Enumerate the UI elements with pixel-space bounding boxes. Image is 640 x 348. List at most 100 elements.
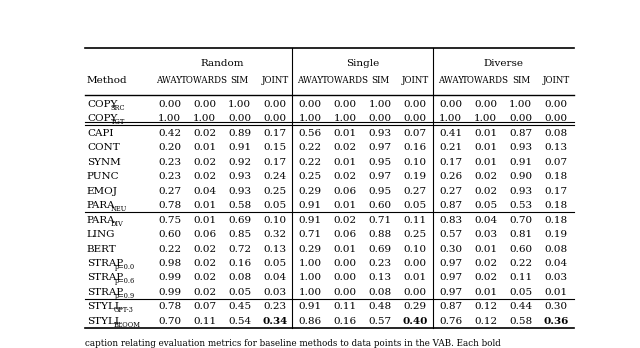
Text: 1.00: 1.00 bbox=[474, 114, 497, 123]
Text: 0.98: 0.98 bbox=[158, 259, 181, 268]
Text: 1.00: 1.00 bbox=[228, 100, 252, 109]
Text: CONT: CONT bbox=[87, 143, 120, 152]
Text: STYLL: STYLL bbox=[87, 317, 122, 326]
Text: 0.00: 0.00 bbox=[333, 259, 356, 268]
Text: TGT: TGT bbox=[111, 118, 125, 126]
Text: 0.01: 0.01 bbox=[333, 129, 356, 138]
Text: 0.93: 0.93 bbox=[228, 187, 252, 196]
Text: 0.00: 0.00 bbox=[474, 100, 497, 109]
Text: 0.08: 0.08 bbox=[545, 129, 568, 138]
Text: 0.87: 0.87 bbox=[439, 201, 462, 210]
Text: 0.18: 0.18 bbox=[545, 172, 568, 181]
Text: 0.05: 0.05 bbox=[263, 201, 287, 210]
Text: 0.06: 0.06 bbox=[333, 187, 356, 196]
Text: 0.02: 0.02 bbox=[193, 158, 216, 167]
Text: 0.72: 0.72 bbox=[228, 245, 252, 254]
Text: 0.10: 0.10 bbox=[263, 215, 287, 224]
Text: 0.01: 0.01 bbox=[404, 274, 427, 283]
Text: JOINT: JOINT bbox=[542, 76, 570, 85]
Text: 0.01: 0.01 bbox=[545, 288, 568, 297]
Text: 0.01: 0.01 bbox=[333, 158, 356, 167]
Text: 0.03: 0.03 bbox=[545, 274, 568, 283]
Text: STRAP: STRAP bbox=[87, 288, 123, 297]
Text: 0.20: 0.20 bbox=[158, 143, 181, 152]
Text: 0.78: 0.78 bbox=[158, 201, 181, 210]
Text: 0.00: 0.00 bbox=[404, 114, 427, 123]
Text: 0.56: 0.56 bbox=[298, 129, 321, 138]
Text: 0.36: 0.36 bbox=[543, 317, 569, 326]
Text: 0.11: 0.11 bbox=[333, 302, 356, 311]
Text: DIV: DIV bbox=[111, 220, 124, 228]
Text: 0.01: 0.01 bbox=[193, 143, 216, 152]
Text: 0.23: 0.23 bbox=[158, 158, 181, 167]
Text: 0.60: 0.60 bbox=[158, 230, 181, 239]
Text: 0.93: 0.93 bbox=[509, 187, 532, 196]
Text: 0.02: 0.02 bbox=[474, 172, 497, 181]
Text: 0.01: 0.01 bbox=[193, 215, 216, 224]
Text: 0.54: 0.54 bbox=[228, 317, 252, 326]
Text: 0.00: 0.00 bbox=[228, 114, 252, 123]
Text: 0.91: 0.91 bbox=[298, 302, 321, 311]
Text: 0.04: 0.04 bbox=[263, 274, 287, 283]
Text: GPT-3: GPT-3 bbox=[114, 306, 134, 314]
Text: 0.02: 0.02 bbox=[333, 215, 356, 224]
Text: 0.22: 0.22 bbox=[298, 143, 321, 152]
Text: 0.03: 0.03 bbox=[474, 230, 497, 239]
Text: 0.07: 0.07 bbox=[193, 302, 216, 311]
Text: 0.86: 0.86 bbox=[298, 317, 321, 326]
Text: PUNC: PUNC bbox=[87, 172, 120, 181]
Text: caption relating evaluation metrics for baseline methods to data points in the V: caption relating evaluation metrics for … bbox=[85, 339, 500, 348]
Text: 0.29: 0.29 bbox=[404, 302, 427, 311]
Text: 1.00: 1.00 bbox=[439, 114, 462, 123]
Text: 0.26: 0.26 bbox=[439, 172, 462, 181]
Text: 0.07: 0.07 bbox=[404, 129, 427, 138]
Text: SRC: SRC bbox=[111, 104, 125, 112]
Text: 0.91: 0.91 bbox=[298, 215, 321, 224]
Text: 0.19: 0.19 bbox=[404, 172, 427, 181]
Text: 0.93: 0.93 bbox=[509, 143, 532, 152]
Text: 1.00: 1.00 bbox=[298, 114, 321, 123]
Text: 0.00: 0.00 bbox=[193, 100, 216, 109]
Text: 0.07: 0.07 bbox=[545, 158, 568, 167]
Text: 0.17: 0.17 bbox=[545, 187, 568, 196]
Text: 0.04: 0.04 bbox=[474, 215, 497, 224]
Text: 0.00: 0.00 bbox=[333, 100, 356, 109]
Text: 0.27: 0.27 bbox=[439, 187, 462, 196]
Text: 0.91: 0.91 bbox=[228, 143, 252, 152]
Text: 0.53: 0.53 bbox=[509, 201, 532, 210]
Text: 0.91: 0.91 bbox=[298, 201, 321, 210]
Text: 0.15: 0.15 bbox=[263, 143, 287, 152]
Text: 0.00: 0.00 bbox=[545, 114, 568, 123]
Text: STRAP: STRAP bbox=[87, 274, 123, 283]
Text: SIM: SIM bbox=[230, 76, 249, 85]
Text: p=0.6: p=0.6 bbox=[115, 277, 136, 285]
Text: 0.29: 0.29 bbox=[298, 245, 321, 254]
Text: 0.21: 0.21 bbox=[439, 143, 462, 152]
Text: 0.05: 0.05 bbox=[474, 201, 497, 210]
Text: 0.29: 0.29 bbox=[298, 187, 321, 196]
Text: 1.00: 1.00 bbox=[158, 114, 181, 123]
Text: 0.58: 0.58 bbox=[509, 317, 532, 326]
Text: 0.00: 0.00 bbox=[369, 114, 392, 123]
Text: 0.69: 0.69 bbox=[228, 215, 252, 224]
Text: 0.06: 0.06 bbox=[333, 230, 356, 239]
Text: 0.17: 0.17 bbox=[439, 158, 462, 167]
Text: 0.11: 0.11 bbox=[193, 317, 216, 326]
Text: 0.93: 0.93 bbox=[228, 172, 252, 181]
Text: 0.25: 0.25 bbox=[298, 172, 321, 181]
Text: 0.88: 0.88 bbox=[369, 230, 392, 239]
Text: 0.12: 0.12 bbox=[474, 317, 497, 326]
Text: 0.00: 0.00 bbox=[545, 100, 568, 109]
Text: JOINT: JOINT bbox=[261, 76, 289, 85]
Text: 0.00: 0.00 bbox=[298, 100, 321, 109]
Text: 0.99: 0.99 bbox=[158, 288, 181, 297]
Text: 0.02: 0.02 bbox=[193, 172, 216, 181]
Text: 0.00: 0.00 bbox=[263, 100, 287, 109]
Text: 0.95: 0.95 bbox=[369, 158, 392, 167]
Text: TOWARDS: TOWARDS bbox=[181, 76, 228, 85]
Text: 0.01: 0.01 bbox=[193, 201, 216, 210]
Text: 0.58: 0.58 bbox=[228, 201, 252, 210]
Text: 0.42: 0.42 bbox=[158, 129, 181, 138]
Text: 0.02: 0.02 bbox=[193, 245, 216, 254]
Text: 0.05: 0.05 bbox=[228, 288, 252, 297]
